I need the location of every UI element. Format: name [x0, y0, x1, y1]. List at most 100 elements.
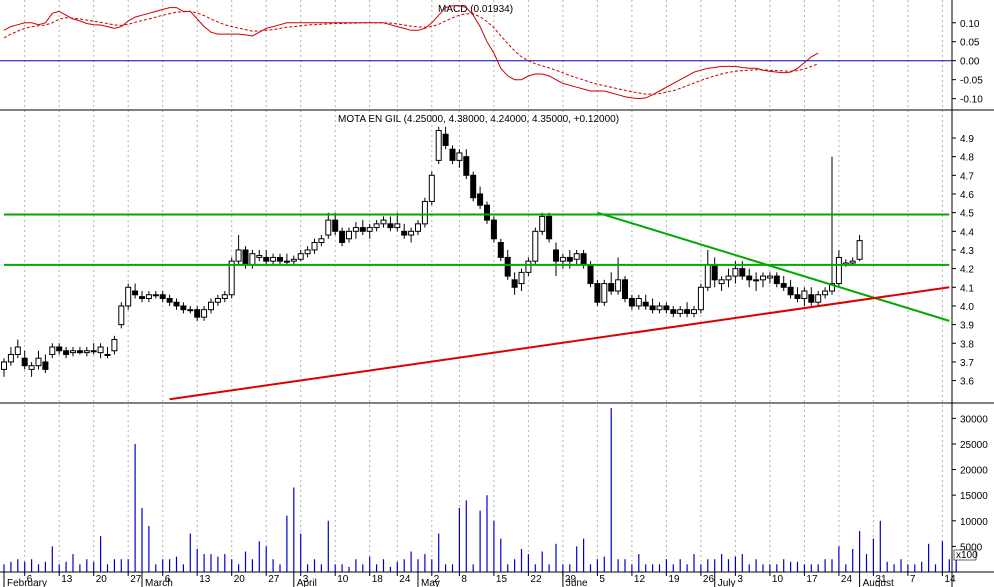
candle-down — [42, 361, 49, 370]
candle-up — [145, 294, 152, 299]
candle-up — [532, 230, 539, 262]
macd-line — [3, 5, 819, 100]
candle-up — [28, 365, 35, 370]
volume-unit-label: x100 — [956, 550, 978, 561]
candle-up — [691, 309, 697, 314]
candle-up — [815, 294, 822, 303]
x-day-label: 22 — [530, 574, 542, 585]
candle-down — [608, 283, 615, 292]
x-day-label: 5 — [599, 574, 605, 585]
candle-up — [311, 242, 318, 251]
price-title: MOTA EN GIL (4.25000, 4.38000, 4.24000, … — [338, 114, 619, 125]
price-y-tick-label: 4.9 — [960, 134, 974, 145]
macd-y-tick-label: -0.10 — [960, 95, 983, 106]
price-y-tick-label: 4.1 — [960, 283, 974, 294]
candle-up — [635, 297, 642, 307]
price-y-tick-label: 3.8 — [960, 339, 974, 350]
candle-up — [601, 283, 608, 303]
trendline-resistance — [597, 211, 950, 322]
candle-down — [553, 249, 559, 262]
candle-down — [159, 294, 166, 299]
candle-down — [56, 346, 63, 352]
candle-up — [525, 260, 532, 273]
x-day-label: 26 — [703, 574, 715, 585]
candle-down — [711, 264, 718, 281]
price-y-tick-label: 4.0 — [960, 302, 974, 313]
candle-down — [339, 230, 346, 244]
x-month-label: August — [863, 578, 894, 587]
candle-up — [304, 249, 311, 255]
candle-up — [677, 309, 684, 314]
candle-up — [849, 260, 856, 264]
price-y-tick-label: 3.9 — [960, 321, 974, 332]
x-day-label: 31 — [875, 574, 887, 585]
x-day-label: 19 — [668, 574, 680, 585]
volume-unit-box — [953, 549, 977, 561]
candle-up — [435, 130, 442, 161]
candle-up — [49, 346, 56, 355]
candle-down — [21, 357, 28, 367]
price-y-tick-label: 3.7 — [960, 358, 974, 369]
candle-down — [490, 219, 497, 240]
candle-down — [194, 309, 201, 318]
candle-up — [256, 255, 263, 258]
candle-down — [242, 249, 249, 266]
candle-up — [35, 357, 42, 367]
candle-down — [63, 350, 70, 355]
x-day-label: 7 — [910, 574, 916, 585]
candle-down — [470, 174, 477, 199]
macd-y-tick-label: 0.00 — [960, 57, 980, 68]
candle-down — [504, 256, 511, 277]
x-day-label: 17 — [806, 574, 818, 585]
x-day-label: 10 — [772, 574, 784, 585]
grid-layer — [24, 0, 943, 572]
candle-up — [704, 264, 711, 288]
candle-down — [401, 230, 408, 236]
x-day-label: 6 — [27, 574, 33, 585]
x-day-label: 12 — [634, 574, 646, 585]
candle-down — [670, 309, 677, 314]
macd-y-tick-label: -0.05 — [960, 76, 983, 87]
candle-up — [97, 346, 104, 354]
x-day-label: 20 — [234, 574, 246, 585]
candle-up — [7, 353, 14, 363]
candle-up — [70, 350, 76, 354]
axis-layer: 0.10 0.05 0.00 -0.05 -0.10 4.9 4.8 4.7 4.6 4.5 4.4… — [3, 19, 988, 587]
price-y-tick-label: 4.7 — [960, 171, 974, 182]
volume-y-tick-label: 30000 — [960, 414, 988, 425]
candle-up — [221, 294, 228, 299]
candle-up — [415, 223, 421, 232]
candle-down — [780, 283, 787, 288]
macd-y-tick-label: 0.10 — [960, 19, 980, 30]
candle-down — [76, 350, 83, 354]
candle-up — [318, 238, 325, 244]
candle-up — [394, 223, 401, 229]
price-y-tick-label: 4.5 — [960, 209, 974, 220]
candle-down — [649, 305, 656, 311]
candle-up — [118, 305, 125, 326]
x-month-label: March — [145, 578, 173, 587]
candle-up — [518, 271, 525, 285]
candle-down — [566, 256, 573, 262]
candle-up — [835, 256, 842, 285]
candle-up — [104, 353, 111, 356]
candle-up — [421, 200, 428, 225]
candle-up — [718, 279, 725, 285]
x-day-label: 24 — [399, 574, 411, 585]
candle-up — [270, 256, 277, 262]
candle-up — [352, 227, 359, 232]
x-month-label: April — [297, 578, 317, 587]
candle-up — [559, 256, 566, 262]
x-day-label: 18 — [372, 574, 384, 585]
candle-up — [753, 279, 760, 282]
candle-up — [235, 249, 242, 262]
x-day-label: 29 — [565, 574, 577, 585]
candle-up — [283, 260, 290, 263]
macd-title: MACD (0.01934) — [438, 4, 513, 15]
candle-up — [290, 258, 297, 262]
candle-up — [408, 230, 415, 236]
x-day-label: 24 — [841, 574, 853, 585]
candle-down — [449, 148, 456, 161]
candle-down — [173, 301, 180, 307]
